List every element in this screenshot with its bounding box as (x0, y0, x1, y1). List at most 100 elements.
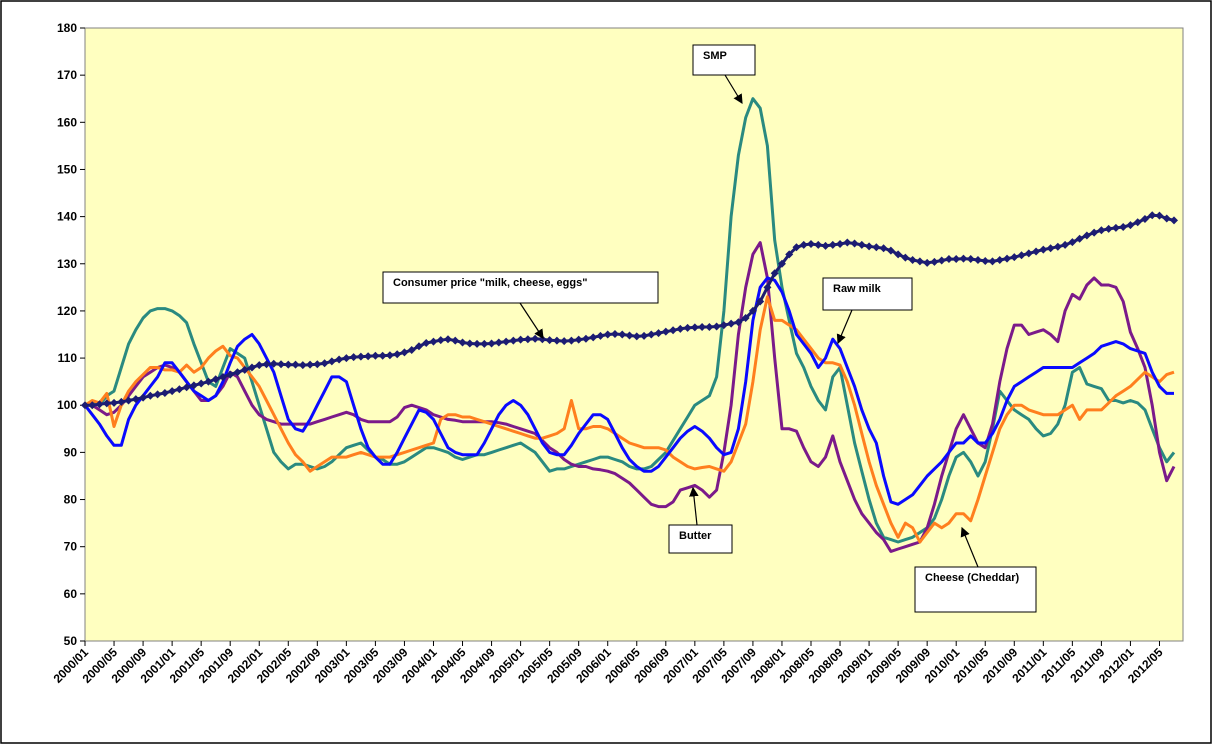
series-line (83, 276, 1174, 506)
point-marker (465, 339, 474, 348)
point-marker (1061, 240, 1070, 249)
point-marker (494, 338, 503, 347)
point-marker (995, 255, 1004, 264)
annotation-arrow (689, 486, 699, 526)
point-marker (741, 313, 750, 322)
point-marker (320, 359, 329, 368)
y-tick-label: 140 (57, 210, 77, 224)
point-marker (1133, 218, 1142, 227)
point-marker (255, 361, 264, 370)
point-marker (371, 351, 380, 360)
point-marker (313, 360, 322, 369)
plot-area (84, 27, 1184, 642)
point-marker (676, 324, 685, 333)
point-marker (139, 393, 148, 402)
point-marker (414, 342, 423, 351)
point-marker (385, 351, 394, 360)
point-marker (1075, 234, 1084, 243)
point-marker (640, 331, 649, 340)
point-marker (509, 336, 518, 345)
point-marker (197, 379, 206, 388)
point-marker (930, 257, 939, 266)
point-marker (335, 355, 344, 364)
point-marker (886, 246, 895, 255)
y-tick-label: 70 (64, 540, 78, 554)
point-marker (429, 337, 438, 346)
point-marker (146, 391, 155, 400)
point-marker (669, 326, 678, 335)
point-marker (661, 327, 670, 336)
point-marker (327, 357, 336, 366)
annotation-box (822, 277, 913, 311)
series-line (85, 241, 1176, 553)
point-marker (894, 250, 903, 259)
y-tick-label: 100 (57, 398, 77, 412)
point-marker (291, 360, 300, 369)
point-marker (850, 239, 859, 248)
point-marker (182, 383, 191, 392)
point-marker (226, 370, 235, 379)
annotation-text: Cheese (Cheddar) (925, 572, 1019, 584)
point-marker (1082, 231, 1091, 240)
point-marker (581, 334, 590, 343)
point-marker (1090, 228, 1099, 237)
point-marker (872, 243, 881, 252)
point-marker (763, 283, 772, 292)
point-marker (734, 318, 743, 327)
point-marker (777, 259, 786, 268)
point-marker (240, 365, 249, 374)
y-tick-label: 60 (64, 587, 78, 601)
point-marker (88, 401, 97, 410)
point-marker (356, 352, 365, 361)
point-marker (647, 330, 656, 339)
point-marker (284, 360, 293, 369)
point-marker (799, 240, 808, 249)
point-marker (444, 335, 452, 344)
point-marker (610, 330, 619, 339)
point-marker (1126, 221, 1135, 230)
point-marker (843, 238, 852, 247)
point-marker (458, 338, 467, 347)
point-marker (211, 375, 220, 384)
annotation-box (692, 44, 756, 76)
point-marker (400, 348, 409, 357)
point-marker (901, 253, 910, 262)
point-marker (952, 255, 961, 264)
point-marker (923, 258, 932, 267)
point-marker (981, 256, 990, 265)
point-marker (451, 336, 460, 345)
y-tick-label: 150 (57, 162, 77, 176)
point-marker (407, 346, 416, 355)
point-marker (1017, 251, 1026, 260)
point-marker (966, 255, 975, 264)
y-tick-label: 130 (57, 257, 77, 271)
point-marker (545, 336, 554, 345)
point-marker (1162, 214, 1171, 223)
y-tick-label: 80 (64, 493, 78, 507)
point-marker (262, 360, 271, 369)
point-marker (988, 257, 997, 266)
point-marker (342, 354, 351, 363)
point-marker (1155, 211, 1164, 220)
point-marker (110, 398, 119, 407)
point-marker (589, 333, 598, 342)
point-marker (378, 351, 387, 360)
point-marker (748, 306, 757, 315)
point-marker (204, 377, 213, 386)
point-marker (1032, 247, 1041, 256)
point-marker (1024, 249, 1033, 258)
point-marker (102, 399, 111, 408)
point-marker (218, 372, 227, 381)
point-marker (487, 339, 496, 348)
point-marker (131, 395, 140, 404)
point-marker (770, 269, 779, 278)
point-marker (944, 255, 953, 264)
point-marker (523, 335, 532, 344)
point-marker (473, 339, 482, 348)
point-marker (836, 239, 845, 248)
point-marker (153, 390, 162, 399)
point-marker (233, 368, 242, 377)
point-marker (1003, 254, 1012, 263)
point-marker (683, 323, 692, 332)
